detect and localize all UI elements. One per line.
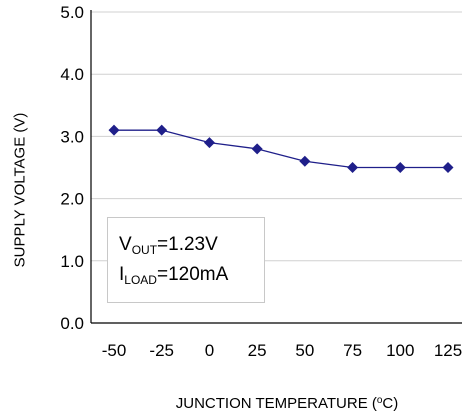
vout-symbol: V xyxy=(119,234,132,255)
iload-subscript: LOAD xyxy=(124,273,157,287)
x-axis-label: JUNCTION TEMPERATURE (oC) xyxy=(176,395,399,412)
y-tick-labels: 0.0 1.0 2.0 3.0 4.0 5.0 xyxy=(60,3,84,333)
x-tick-label-7: 125 xyxy=(434,341,462,360)
x-axis-label-main: JUNCTION TEMPERATURE ( xyxy=(175,395,377,412)
x-tick-label-4: 50 xyxy=(295,341,314,360)
iload-symbol: I xyxy=(119,264,125,285)
x-tick-label-2: 0 xyxy=(205,341,214,360)
x-tick-labels: -50 -25 0 25 50 75 100 125 xyxy=(102,341,462,360)
data-point-5 xyxy=(347,162,359,173)
y-tick-label-4: 4.0 xyxy=(60,65,84,84)
iload-value: =120mA xyxy=(156,264,229,285)
vout-value: =1.23V xyxy=(157,234,218,255)
series-line-0 xyxy=(114,129,448,169)
x-tick-label-3: 25 xyxy=(248,341,267,360)
series xyxy=(108,124,454,173)
annotation-vout: VOUT=1.23V xyxy=(119,234,218,257)
x-axis-label-degree: o xyxy=(376,395,383,406)
data-point-0 xyxy=(108,124,120,136)
y-tick-label-2: 2.0 xyxy=(60,190,84,209)
y-tick-label-0: 0.0 xyxy=(60,314,84,333)
gridlines xyxy=(91,11,462,262)
data-point-2 xyxy=(203,137,215,149)
annotation-box: VOUT=1.23V ILOAD=120mA xyxy=(107,217,265,303)
x-tick-label-1: -25 xyxy=(149,341,174,360)
vout-subscript: OUT xyxy=(131,243,158,257)
y-tick-label-3: 3.0 xyxy=(60,127,84,146)
x-axis-label-tail: C) xyxy=(382,395,399,412)
data-point-1 xyxy=(156,124,168,136)
data-point-4 xyxy=(299,155,311,167)
x-tick-label-0: -50 xyxy=(102,341,127,360)
x-tick-label-5: 75 xyxy=(343,341,362,360)
y-axis-label: SUPPLY VOLTAGE (V) xyxy=(11,112,29,268)
plot-frame xyxy=(90,10,462,324)
x-tick-label-6: 100 xyxy=(386,341,414,360)
data-point-6 xyxy=(394,162,406,173)
y-tick-label-1: 1.0 xyxy=(60,252,84,271)
y-tick-label-5: 5.0 xyxy=(60,3,84,22)
data-point-7 xyxy=(442,162,454,173)
annotation-iload: ILOAD=120mA xyxy=(119,264,228,287)
data-point-3 xyxy=(251,143,263,155)
